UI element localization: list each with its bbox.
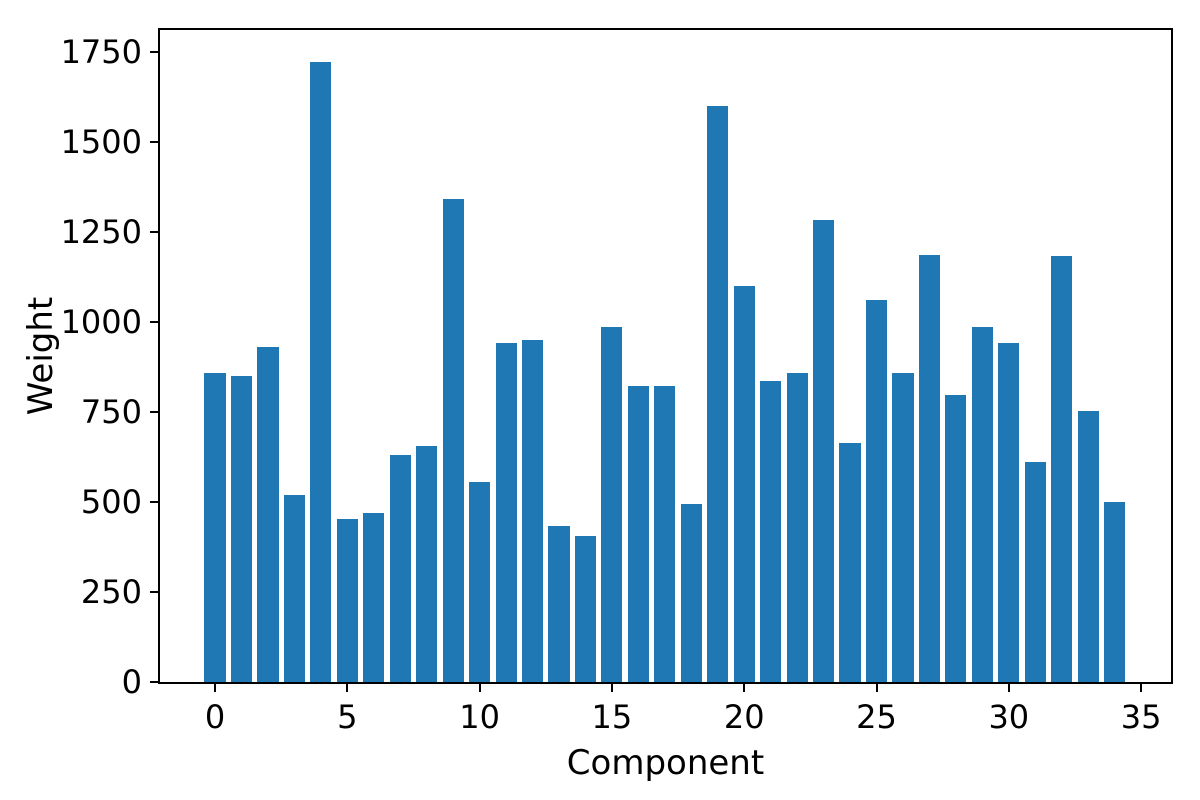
bar-component-13 (548, 525, 570, 682)
x-tick-mark (743, 682, 746, 692)
bar-component-24 (839, 442, 861, 682)
bar-component-28 (945, 395, 967, 682)
x-tick-mark (610, 682, 613, 692)
y-tick-label: 250 (80, 573, 142, 612)
x-tick-mark (478, 682, 481, 692)
y-tick-mark (150, 501, 160, 504)
bar-component-7 (389, 455, 411, 682)
bar-component-19 (707, 105, 729, 682)
y-axis-label: Weight (21, 296, 61, 416)
x-tick-label: 0 (204, 698, 226, 736)
x-tick-mark (346, 682, 349, 692)
y-tick-label: 1750 (60, 33, 142, 72)
bar-component-27 (918, 255, 940, 682)
y-tick-mark (150, 231, 160, 234)
bar-component-23 (813, 220, 835, 682)
x-tick-label: 30 (988, 698, 1030, 736)
y-tick-label: 0 (121, 663, 142, 701)
bar-component-15 (601, 326, 623, 682)
x-tick-mark (1007, 682, 1010, 692)
x-tick-mark (1140, 682, 1143, 692)
y-tick-mark (150, 411, 160, 414)
bar-component-6 (363, 512, 385, 682)
bar-component-17 (654, 386, 676, 682)
bar-component-29 (971, 326, 993, 682)
y-tick-label: 1000 (60, 303, 142, 342)
bar-component-32 (1051, 255, 1073, 682)
bar-component-25 (865, 300, 888, 682)
bar-component-31 (1024, 461, 1046, 682)
bar-component-33 (1077, 411, 1099, 682)
bar-component-9 (442, 198, 464, 682)
x-tick-label: 35 (1120, 698, 1162, 736)
y-tick-mark (150, 321, 160, 324)
bar-component-11 (495, 343, 517, 682)
x-tick-label: 5 (337, 698, 358, 736)
bar-component-18 (680, 504, 702, 682)
bar-component-20 (733, 285, 755, 682)
bar-component-3 (283, 495, 305, 682)
x-tick-mark (875, 682, 878, 692)
x-tick-label: 20 (723, 698, 765, 736)
x-tick-mark (214, 682, 217, 692)
bar-component-5 (336, 519, 358, 682)
y-tick-mark (150, 681, 160, 683)
y-tick-mark (150, 141, 160, 144)
y-tick-label: 1250 (60, 213, 142, 252)
bar-component-10 (469, 482, 491, 682)
bar-component-8 (416, 445, 438, 682)
bar-component-0 (204, 372, 226, 682)
bar-component-26 (892, 372, 914, 682)
y-tick-label: 750 (80, 393, 142, 432)
x-tick-label: 25 (856, 698, 897, 736)
bar-component-2 (257, 347, 279, 682)
bar-component-30 (998, 342, 1020, 682)
bar-component-12 (521, 340, 544, 682)
x-axis-label: Component (566, 743, 765, 783)
bar-component-1 (230, 375, 253, 682)
y-tick-mark (150, 51, 160, 54)
y-tick-mark (150, 591, 160, 594)
bar-component-14 (574, 535, 597, 682)
bar-component-21 (760, 380, 782, 682)
bar-component-34 (1104, 501, 1126, 682)
bar-component-4 (310, 62, 332, 682)
x-tick-label: 10 (459, 698, 500, 736)
x-tick-label: 15 (591, 698, 633, 736)
bar-component-16 (627, 386, 649, 682)
y-tick-label: 1500 (60, 123, 142, 162)
bar-component-22 (786, 372, 808, 682)
y-tick-label: 500 (80, 483, 142, 522)
